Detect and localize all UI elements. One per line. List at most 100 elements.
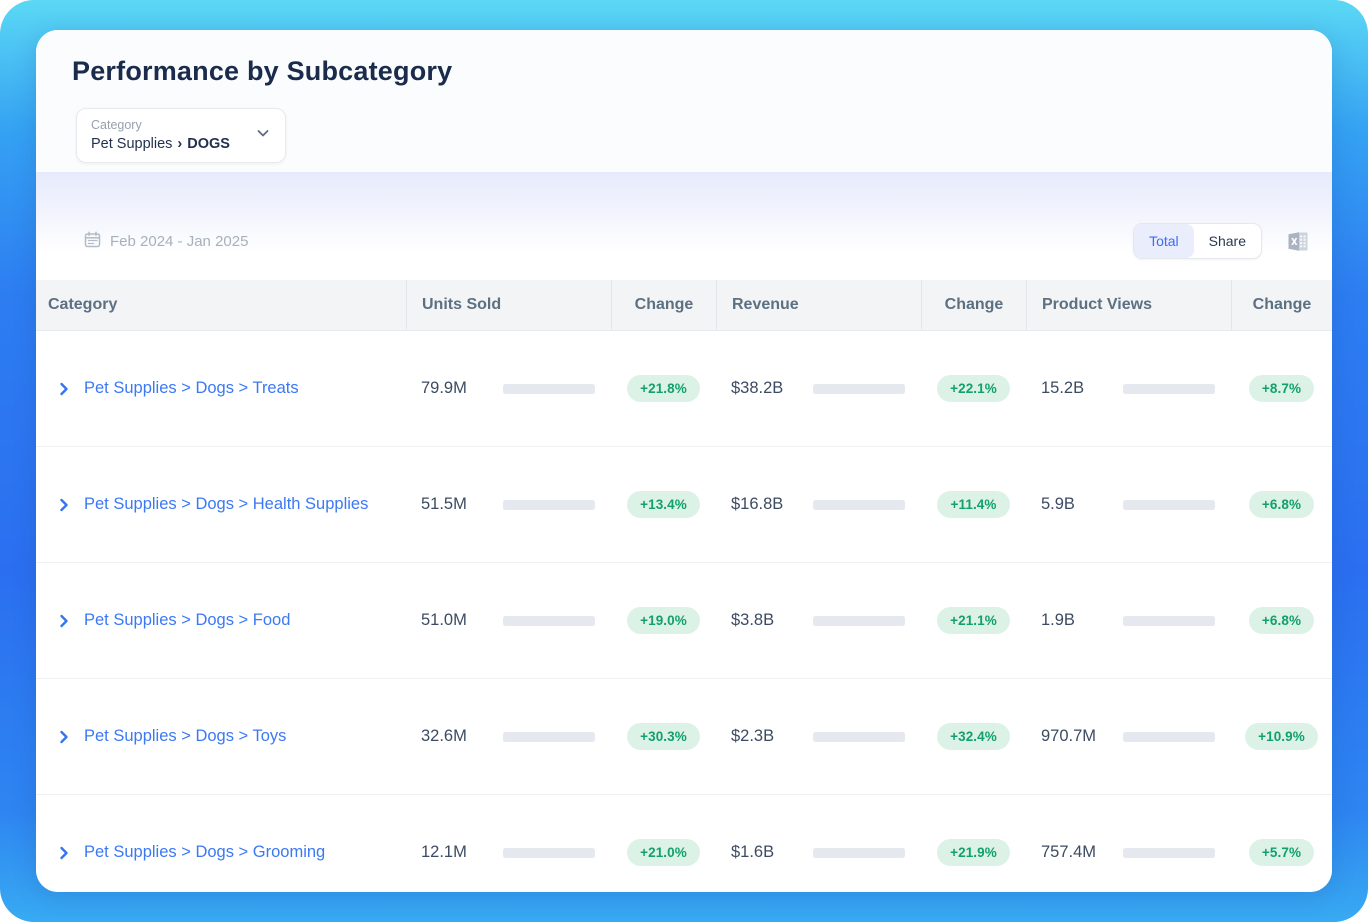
- units-sold-cell: 79.9M: [406, 379, 611, 398]
- chevron-down-icon: [255, 125, 271, 146]
- units-change-badge: +19.0%: [627, 607, 700, 634]
- category-value-separator: ›: [177, 136, 183, 152]
- revenue-value: $2.3B: [731, 727, 775, 745]
- category-dropdown-value: Pet Supplies › DOGS: [91, 136, 230, 152]
- views-change-cell: +6.8%: [1231, 607, 1332, 634]
- excel-icon: [1286, 231, 1310, 257]
- units-sold-cell: 32.6M: [406, 727, 611, 746]
- units-change-badge: +21.0%: [627, 839, 700, 866]
- column-header-revenue-change: Change: [921, 280, 1026, 330]
- column-header-views-change: Change: [1231, 280, 1332, 330]
- units-change-badge: +30.3%: [627, 723, 700, 750]
- views-change-cell: +6.8%: [1231, 491, 1332, 518]
- revenue-bar: [813, 499, 905, 510]
- page-title: Performance by Subcategory: [72, 56, 453, 86]
- category-link[interactable]: Pet Supplies > Dogs > Food: [84, 611, 291, 629]
- revenue-value: $16.8B: [731, 495, 784, 513]
- dashboard-card: Performance by Subcategory Category Pet …: [36, 30, 1332, 892]
- category-dropdown-text: Category Pet Supplies › DOGS: [91, 118, 230, 152]
- chevron-right-icon[interactable]: [57, 614, 71, 628]
- views-change-badge: +5.7%: [1248, 839, 1315, 866]
- product-views-bar: [1123, 731, 1215, 742]
- revenue-bar: [813, 383, 905, 394]
- revenue-change-cell: +21.1%: [921, 607, 1026, 634]
- table-header: Category Units Sold Change Revenue Chang…: [36, 280, 1332, 331]
- units-change-badge: +13.4%: [627, 491, 700, 518]
- product-views-bar: [1123, 615, 1215, 626]
- units-sold-bar: [503, 383, 595, 394]
- category-value-prefix: Pet Supplies: [91, 136, 173, 152]
- units-change-cell: +13.4%: [611, 491, 716, 518]
- category-dropdown-label: Category: [91, 118, 142, 132]
- category-dropdown[interactable]: Category Pet Supplies › DOGS: [76, 108, 286, 163]
- excel-export-button[interactable]: [1286, 229, 1310, 254]
- revenue-change-badge: +21.9%: [937, 839, 1010, 866]
- table-body: Pet Supplies > Dogs > Treats 79.9M +21.8…: [36, 331, 1332, 892]
- right-controls: Total Share: [1133, 223, 1310, 259]
- revenue-change-badge: +11.4%: [937, 491, 1010, 518]
- product-views-cell: 5.9B: [1026, 495, 1231, 514]
- units-sold-value: 51.5M: [421, 495, 467, 513]
- column-header-units-sold: Units Sold: [406, 280, 611, 330]
- revenue-bar: [813, 615, 905, 626]
- units-sold-bar: [503, 847, 595, 858]
- card-header: Performance by Subcategory Category Pet …: [36, 30, 1332, 172]
- column-header-revenue: Revenue: [716, 280, 921, 330]
- units-sold-cell: 51.5M: [406, 495, 611, 514]
- category-link[interactable]: Pet Supplies > Dogs > Treats: [84, 379, 299, 397]
- units-sold-value: 79.9M: [421, 379, 467, 397]
- category-cell: Pet Supplies > Dogs > Toys: [36, 727, 406, 746]
- revenue-value: $38.2B: [731, 379, 784, 397]
- product-views-bar: [1123, 499, 1215, 510]
- revenue-value: $3.8B: [731, 611, 775, 629]
- toggle-share-button[interactable]: Share: [1194, 224, 1261, 258]
- units-sold-cell: 12.1M: [406, 843, 611, 862]
- category-link[interactable]: Pet Supplies > Dogs > Grooming: [84, 843, 326, 861]
- revenue-bar: [813, 731, 905, 742]
- table-row: Pet Supplies > Dogs > Treats 79.9M +21.8…: [36, 331, 1332, 447]
- product-views-cell: 15.2B: [1026, 379, 1231, 398]
- category-cell: Pet Supplies > Dogs > Food: [36, 611, 406, 630]
- toggle-total-button[interactable]: Total: [1134, 224, 1194, 258]
- revenue-cell: $2.3B: [716, 727, 921, 746]
- column-header-units-change: Change: [611, 280, 716, 330]
- revenue-change-cell: +32.4%: [921, 723, 1026, 750]
- units-sold-bar: [503, 615, 595, 626]
- views-change-cell: +8.7%: [1231, 375, 1332, 402]
- revenue-change-badge: +22.1%: [937, 375, 1010, 402]
- revenue-cell: $16.8B: [716, 495, 921, 514]
- views-change-badge: +6.8%: [1248, 491, 1315, 518]
- chevron-right-icon[interactable]: [57, 382, 71, 396]
- revenue-cell: $38.2B: [716, 379, 921, 398]
- table-row: Pet Supplies > Dogs > Grooming 12.1M +21…: [36, 795, 1332, 892]
- view-toggle: Total Share: [1133, 223, 1262, 259]
- category-cell: Pet Supplies > Dogs > Treats: [36, 379, 406, 398]
- column-header-category: Category: [48, 296, 118, 313]
- calendar-icon: [84, 230, 101, 252]
- product-views-cell: 1.9B: [1026, 611, 1231, 630]
- units-change-cell: +21.0%: [611, 839, 716, 866]
- category-link[interactable]: Pet Supplies > Dogs > Toys: [84, 727, 287, 745]
- date-range-picker[interactable]: Feb 2024 - Jan 2025: [84, 230, 249, 252]
- product-views-value: 757.4M: [1041, 843, 1097, 861]
- chevron-right-icon[interactable]: [57, 498, 71, 512]
- table-row: Pet Supplies > Dogs > Food 51.0M +19.0% …: [36, 563, 1332, 679]
- table-row: Pet Supplies > Dogs > Health Supplies 51…: [36, 447, 1332, 563]
- table-row: Pet Supplies > Dogs > Toys 32.6M +30.3% …: [36, 679, 1332, 795]
- revenue-cell: $3.8B: [716, 611, 921, 630]
- category-value-selected: DOGS: [187, 136, 230, 152]
- revenue-change-badge: +21.1%: [937, 607, 1010, 634]
- date-range-label: Feb 2024 - Jan 2025: [110, 232, 249, 250]
- units-sold-value: 51.0M: [421, 611, 467, 629]
- category-cell: Pet Supplies > Dogs > Grooming: [36, 843, 406, 862]
- product-views-value: 5.9B: [1041, 495, 1075, 513]
- product-views-bar: [1123, 847, 1215, 858]
- chevron-right-icon[interactable]: [57, 730, 71, 744]
- revenue-change-cell: +21.9%: [921, 839, 1026, 866]
- revenue-change-cell: +11.4%: [921, 491, 1026, 518]
- revenue-change-badge: +32.4%: [937, 723, 1010, 750]
- toolbar: Feb 2024 - Jan 2025 Total Share: [36, 172, 1332, 280]
- category-link[interactable]: Pet Supplies > Dogs > Health Supplies: [84, 495, 369, 513]
- chevron-right-icon[interactable]: [57, 846, 71, 860]
